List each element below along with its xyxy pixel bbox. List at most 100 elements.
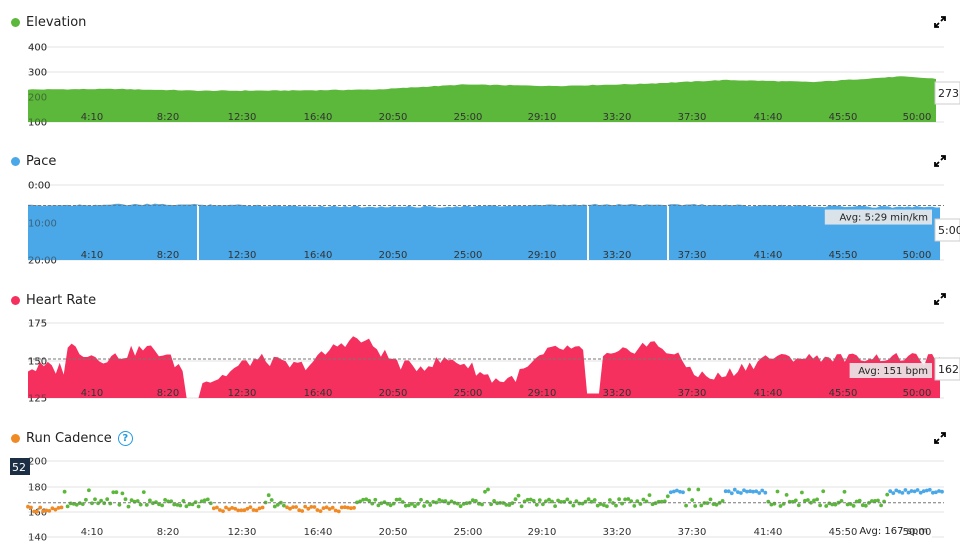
help-icon[interactable]: ? [117,431,133,446]
cadence-point [586,497,591,502]
x-tick-label: 41:40 [754,250,783,261]
run-cadence-title: Run Cadence ? [11,431,133,446]
cadence-point [312,505,317,509]
cadence-point [193,500,198,505]
cadence-point [90,501,94,506]
y-tick-label-overlay: 10:00 [28,219,57,230]
cadence-point [138,502,143,507]
cadence-point [65,504,70,509]
x-tick-label: 45:50 [829,250,858,261]
cursor-value-label: 273 [938,87,959,100]
x-tick-label: 25:00 [454,250,483,261]
cadence-point [605,504,609,509]
cadence-point [419,497,423,502]
cadence-point [144,503,149,507]
cadence-point [29,505,33,510]
cadence-point [796,503,801,508]
cadence-point [757,491,762,495]
x-tick-label: 4:10 [81,388,103,399]
cadence-point [751,489,755,494]
cadence-point [455,501,460,506]
cadence-point [135,499,140,503]
cursor-value-bg [934,218,960,242]
cadence-point [729,491,734,496]
cursor-value-bg [10,458,30,475]
cadence-point [553,504,557,508]
cadence-point [818,503,822,508]
cadence-point [793,498,798,503]
expand-icon[interactable] [934,16,946,28]
cadence-point [327,507,332,511]
run-cadence-legend-dot [11,434,20,443]
cadence-point [534,502,539,507]
cursor-value-bg [934,357,960,381]
cadence-point [830,502,835,507]
y-tick-label: 0:00 [28,181,50,192]
cadence-point [665,494,670,499]
x-tick-label: 20:50 [379,388,408,399]
cadence-point [726,489,731,494]
cadence-point [397,497,402,502]
cadence-point [714,502,719,507]
cadence-point [528,497,533,502]
cadence-point [531,498,536,503]
avg-label-bg [849,523,932,538]
cadence-point [839,499,844,503]
cadence-point [218,508,222,512]
x-tick-label: 20:50 [379,527,408,538]
cadence-point [647,493,652,497]
cadence-point [909,489,914,493]
avg-label-bg [849,363,932,378]
cadence-point [806,498,810,502]
expand-icon[interactable] [934,432,946,444]
x-tick-label: 16:40 [304,250,333,261]
cadence-point [251,508,256,512]
cadence-point [519,504,524,509]
cadence-point [303,504,308,509]
cadence-point [507,503,512,507]
cadence-point [172,502,177,507]
cadence-point [111,490,116,495]
cadence-point [921,489,926,494]
cadence-point [745,489,749,494]
cadence-point [403,503,408,508]
cadence-point [300,509,305,513]
cadence-point [760,488,765,493]
cadence-point [56,506,61,510]
cadence-point [824,504,829,508]
y-tick-label: 150 [28,357,47,368]
cadence-point [196,504,201,509]
cadence-point [870,499,874,503]
y-tick-label: 175 [28,319,47,330]
cadence-point [635,499,640,504]
cadence-point [754,489,759,494]
cadence-point [547,497,551,502]
cadence-point [62,489,67,494]
cadence-point [239,508,244,513]
elevation-title-text: Elevation [26,15,87,30]
x-tick-label: 41:40 [754,112,783,123]
cadence-point [876,498,880,503]
cadence-point [318,509,323,513]
cadence-point [687,487,691,492]
cadence-point [160,503,165,508]
cadence-point [803,498,807,503]
x-tick-label: 50:00 [903,388,932,399]
y-tick-label-overlay: 125 [28,394,47,405]
cadence-point [272,504,277,509]
heart-area [28,336,940,398]
expand-icon[interactable] [934,293,946,305]
cadence-point [510,501,515,505]
cadence-point [732,487,737,492]
cadence-point [324,505,329,510]
expand-icon[interactable] [934,155,946,167]
pace-area [28,203,940,260]
cadence-point [742,488,746,493]
cadence-point [306,506,311,511]
cadence-point [684,503,688,508]
y-tick-label: 20:00 [28,256,57,267]
cadence-point [248,505,253,509]
y-tick-label-overlay: 100 [28,118,47,129]
x-tick-label: 45:50 [829,388,858,399]
cadence-point [480,502,484,507]
